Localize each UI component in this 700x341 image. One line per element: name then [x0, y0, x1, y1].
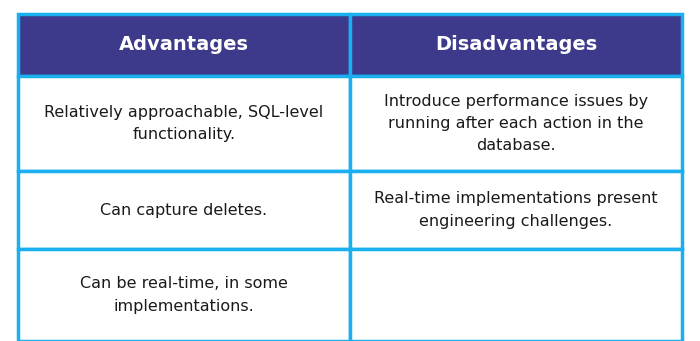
- Text: Relatively approachable, SQL-level
functionality.: Relatively approachable, SQL-level funct…: [44, 105, 323, 142]
- FancyBboxPatch shape: [350, 249, 682, 341]
- FancyBboxPatch shape: [350, 14, 682, 76]
- FancyBboxPatch shape: [18, 249, 350, 341]
- FancyBboxPatch shape: [350, 76, 682, 171]
- Text: Introduce performance issues by
running after each action in the
database.: Introduce performance issues by running …: [384, 94, 648, 153]
- FancyBboxPatch shape: [18, 14, 350, 76]
- FancyBboxPatch shape: [350, 171, 682, 249]
- Text: Advantages: Advantages: [119, 35, 249, 55]
- Text: Real-time implementations present
engineering challenges.: Real-time implementations present engine…: [374, 191, 658, 228]
- FancyBboxPatch shape: [18, 171, 350, 249]
- Text: Can capture deletes.: Can capture deletes.: [100, 203, 267, 218]
- Text: Can be real-time, in some
implementations.: Can be real-time, in some implementation…: [80, 277, 288, 314]
- Text: Disadvantages: Disadvantages: [435, 35, 597, 55]
- FancyBboxPatch shape: [18, 76, 350, 171]
